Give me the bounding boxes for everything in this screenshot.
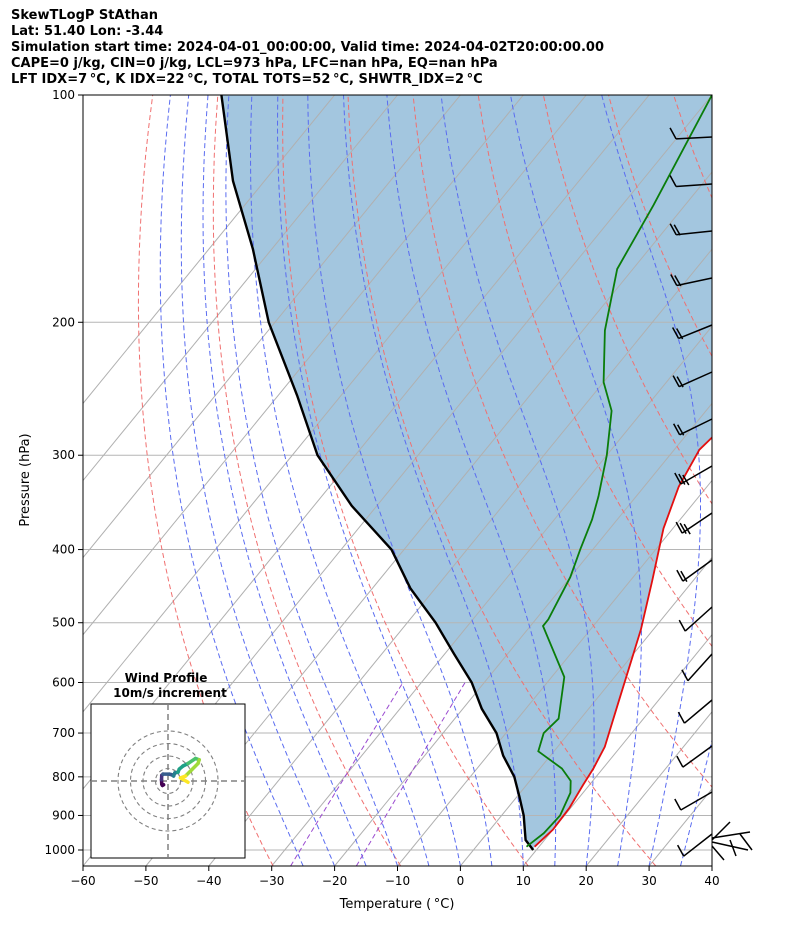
moist-adiabat [307,95,493,866]
wind-barb [674,465,713,486]
dewpoint-line [525,95,712,848]
y-tick-label: 200 [52,315,75,329]
dry-adiabat [542,95,712,505]
wind-barb [672,371,713,388]
y-tick-label: 400 [52,543,75,557]
wind-barb [676,745,713,768]
x-tick-label: 10 [516,874,531,888]
parcel-profile-line [220,95,535,851]
mixing-ratio-line [290,682,404,866]
wind-barb [675,512,713,535]
isotherm-line [522,633,712,866]
dry-adiabat [347,95,657,866]
moist-adiabat [276,95,461,866]
hodograph-segment [178,776,190,784]
mixing-ratio-line [355,682,466,866]
time-line: Simulation start time: 2024-04-01_00:00:… [11,40,604,55]
y-tick-label: 900 [52,808,75,822]
x-tick-label: 30 [641,874,656,888]
isotherm-line [585,711,712,866]
y-tick-label: 700 [52,726,75,740]
wind-barb [681,653,713,682]
x-tick-label: −60 [70,874,95,888]
x-tick-label: −10 [385,874,410,888]
y-tick-label: 100 [52,88,75,102]
temperature-line [533,436,712,848]
dry-adiabat [412,95,712,788]
moist-adiabat [159,95,304,866]
isotherm-line [83,95,461,559]
isotherm-line [83,95,524,636]
isotherm-line [208,248,712,866]
hodograph-subtitle: 10m/s increment [113,686,227,700]
wind-barb [676,559,713,583]
isotherm-line [460,556,712,866]
moist-adiabat [601,95,701,866]
surface-wind-barbs [711,821,753,861]
wind-barb [677,699,713,724]
isotherm-line [397,479,712,866]
moist-adiabat [249,95,430,866]
isotherm-line [334,402,712,866]
wind-barb [672,418,713,436]
wind-barb [674,791,713,811]
y-tick-label: 500 [52,616,75,630]
x-tick-label: 40 [704,874,719,888]
axes: −60 −50 −40 −30 −20 −10 0 10 20 30 40 100 200 300 400 5… [44,88,719,888]
dry-adiabat [477,95,712,648]
wind-barb [670,274,713,287]
wind-barb [671,324,713,340]
x-tick-label: 0 [457,874,465,888]
y-tick-label: 800 [52,770,75,784]
y-tick-label: 300 [52,448,75,462]
x-axis-label: Temperature ( °C) [339,897,455,912]
isotherm-line [83,95,335,405]
cape-line: CAPE=0 j/kg, CIN=0 j/kg, LCL=973 hPa, LF… [11,56,498,71]
wind-barb [678,606,713,632]
y-tick-label: 600 [52,676,75,690]
wind-barb [676,833,713,857]
y-tick-label: 1000 [44,843,75,857]
moist-adiabat [510,95,642,866]
wind-barb [669,175,713,188]
moist-adiabat [180,95,336,866]
moist-adiabat [225,95,398,866]
sounding-lines [220,95,712,851]
wind-barb [669,223,713,236]
x-tick-label: −30 [259,874,284,888]
hodograph-title: Wind Profile [125,671,208,685]
dry-adiabat [282,95,529,866]
wind-barbs [669,127,753,861]
hodograph-ring [117,730,219,832]
location-line: Lat: 51.40 Lon: -3.44 [11,24,164,39]
isotherm-line [83,95,587,713]
isotherm-line [83,95,398,482]
moist-adiabat [386,95,557,866]
moist-adiabat [343,95,524,866]
hodograph-plot [91,704,245,858]
y-axis-label: Pressure (hPa) [18,433,33,526]
x-tick-label: 20 [579,874,594,888]
x-tick-label: −40 [196,874,221,888]
chart-title: SkewTLogP StAthan [11,8,159,23]
chart-header: SkewTLogP StAthan Lat: 51.40 Lon: -3.44 … [11,8,781,88]
x-tick-label: −50 [133,874,158,888]
isotherm-line [145,171,712,866]
wind-barb [669,127,713,140]
isotherm-line [271,325,712,866]
moist-adiabat [202,95,367,866]
x-tick-label: −20 [322,874,347,888]
index-line: LFT IDX=7 °C, K IDX=22 °C, TOTAL TOTS=52… [11,72,483,87]
dry-adiabat [137,95,274,866]
